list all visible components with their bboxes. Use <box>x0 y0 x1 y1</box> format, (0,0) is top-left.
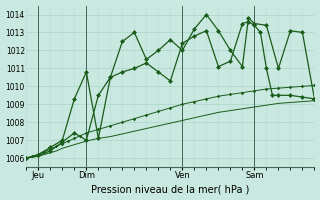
X-axis label: Pression niveau de la mer( hPa ): Pression niveau de la mer( hPa ) <box>91 184 250 194</box>
